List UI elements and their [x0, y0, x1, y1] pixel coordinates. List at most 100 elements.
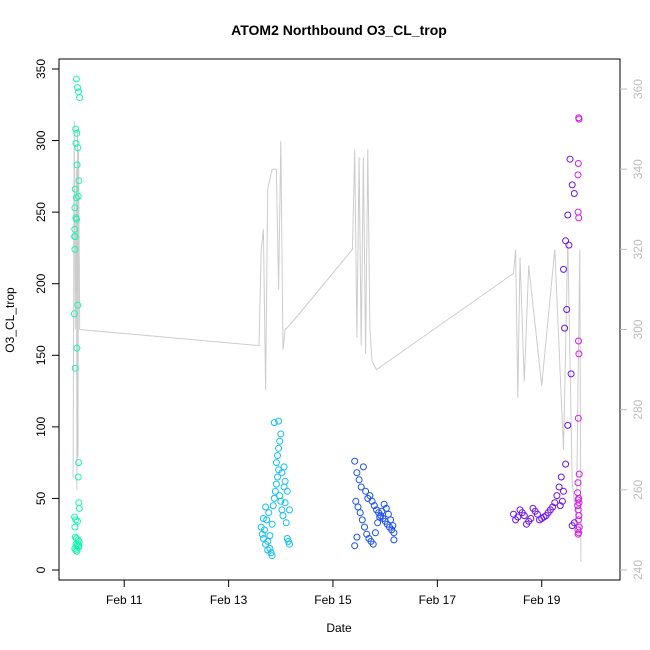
data-point-flight-5: [574, 530, 582, 538]
data-point-flight-1: [74, 517, 81, 525]
data-point-flight-3: [358, 516, 366, 524]
data-point-flight-3: [356, 509, 364, 517]
x-tick-label: Feb 11: [106, 593, 143, 607]
data-point-flight-2: [286, 540, 293, 548]
y-tick-label: 250: [34, 202, 48, 222]
data-point-flight-3: [369, 540, 377, 548]
data-point-flight-3: [390, 536, 398, 544]
data-point-flight-4: [556, 502, 564, 510]
data-point-flight-3: [352, 497, 360, 505]
data-point-flight-1: [74, 540, 82, 548]
data-point-flight-3: [362, 487, 370, 495]
data-point-flight-1: [74, 192, 82, 200]
data-point-flight-5: [574, 489, 582, 497]
data-point-flight-4: [570, 190, 578, 197]
data-point-flight-1: [71, 225, 79, 233]
data-point-flight-3: [357, 483, 365, 491]
y-tick-label: 50: [34, 491, 48, 505]
data-point-flight-3: [353, 533, 361, 541]
data-point-flight-4: [562, 237, 570, 245]
data-point-flight-4: [566, 155, 574, 163]
data-point-flight-3: [371, 529, 379, 537]
y-tick-label: 200: [34, 273, 48, 293]
data-point-flight-5: [575, 337, 582, 345]
data-point-flight-1: [75, 88, 83, 96]
data-point-flight-2: [259, 515, 267, 522]
data-point-flight-1: [72, 125, 80, 133]
data-point-flight-2: [269, 502, 277, 510]
data-point-flight-2: [270, 419, 278, 427]
data-point-flight-1: [71, 185, 79, 193]
data-point-flight-3: [353, 469, 361, 477]
data-point-flight-5: [575, 512, 583, 520]
data-point-flight-2: [268, 552, 276, 560]
data-point-flight-3: [361, 523, 368, 531]
data-point-flight-4: [560, 487, 567, 495]
data-point-flight-2: [262, 503, 270, 511]
data-point-flight-4: [567, 370, 575, 378]
data-point-flight-1: [75, 542, 83, 550]
data-point-flight-3: [387, 516, 395, 524]
y-axis-title: O3_CL_trop: [3, 287, 17, 353]
data-point-flight-2: [277, 430, 285, 438]
data-point-flight-4: [523, 520, 530, 528]
data-point-flight-1: [74, 473, 82, 481]
data-point-flight-2: [272, 480, 280, 488]
data-point-flight-4: [560, 265, 567, 273]
data-point-flight-2: [264, 546, 272, 554]
data-point-flight-5: [575, 214, 583, 222]
data-point-flight-3: [351, 542, 359, 550]
data-point-flight-5: [574, 160, 582, 167]
data-point-flight-1: [71, 523, 79, 531]
data-point-flight-3: [355, 476, 363, 484]
x-axis-title: Date: [326, 621, 352, 635]
data-point-flight-3: [382, 504, 390, 512]
data-point-flight-1: [74, 144, 82, 152]
right-y-tick-label: 260: [631, 480, 645, 500]
y-tick-label: 350: [34, 59, 48, 79]
data-point-flight-2: [272, 459, 280, 467]
data-point-flight-1: [76, 94, 84, 102]
data-point-flight-5: [574, 414, 582, 422]
data-point-flight-2: [270, 494, 278, 502]
data-point-flight-2: [274, 473, 281, 481]
data-point-flight-1: [74, 301, 82, 309]
data-point-flight-1: [71, 204, 79, 212]
data-point-flight-5: [575, 516, 582, 524]
data-point-flight-1: [73, 215, 81, 223]
data-point-flight-4: [564, 421, 572, 429]
data-point-flight-4: [557, 473, 565, 481]
right-y-tick-label: 280: [631, 399, 645, 419]
data-point-flight-2: [276, 492, 284, 500]
scatter-points-layer: [70, 75, 583, 560]
data-point-flight-4: [551, 499, 559, 507]
altitude-line: [72, 121, 582, 563]
data-point-flight-2: [278, 506, 286, 514]
data-point-flight-3: [384, 510, 392, 518]
data-point-flight-4: [555, 483, 563, 491]
data-point-flight-1: [71, 233, 79, 240]
data-point-flight-4: [568, 181, 576, 189]
data-point-flight-1: [73, 161, 81, 169]
data-point-flight-5: [575, 115, 583, 123]
data-point-flight-1: [75, 504, 83, 512]
data-point-flight-2: [271, 487, 279, 495]
x-tick-label: Feb 17: [419, 593, 457, 607]
data-point-flight-5: [574, 171, 582, 179]
data-point-flight-2: [266, 532, 274, 540]
data-point-flight-3: [380, 500, 388, 508]
data-point-flight-1: [71, 364, 79, 372]
data-point-flight-1: [73, 344, 81, 352]
data-point-flight-4: [564, 211, 572, 219]
data-point-flight-2: [280, 483, 288, 491]
data-point-flight-2: [280, 463, 288, 471]
right-y-tick-label: 320: [631, 239, 645, 259]
data-point-flight-2: [278, 469, 286, 477]
data-point-flight-3: [389, 522, 397, 530]
data-point-flight-3: [351, 457, 359, 465]
data-point-flight-1: [72, 194, 80, 202]
data-point-flight-1: [75, 459, 83, 467]
data-point-flight-2: [283, 487, 291, 495]
data-point-flight-3: [374, 519, 382, 527]
data-point-flight-4: [565, 241, 573, 249]
